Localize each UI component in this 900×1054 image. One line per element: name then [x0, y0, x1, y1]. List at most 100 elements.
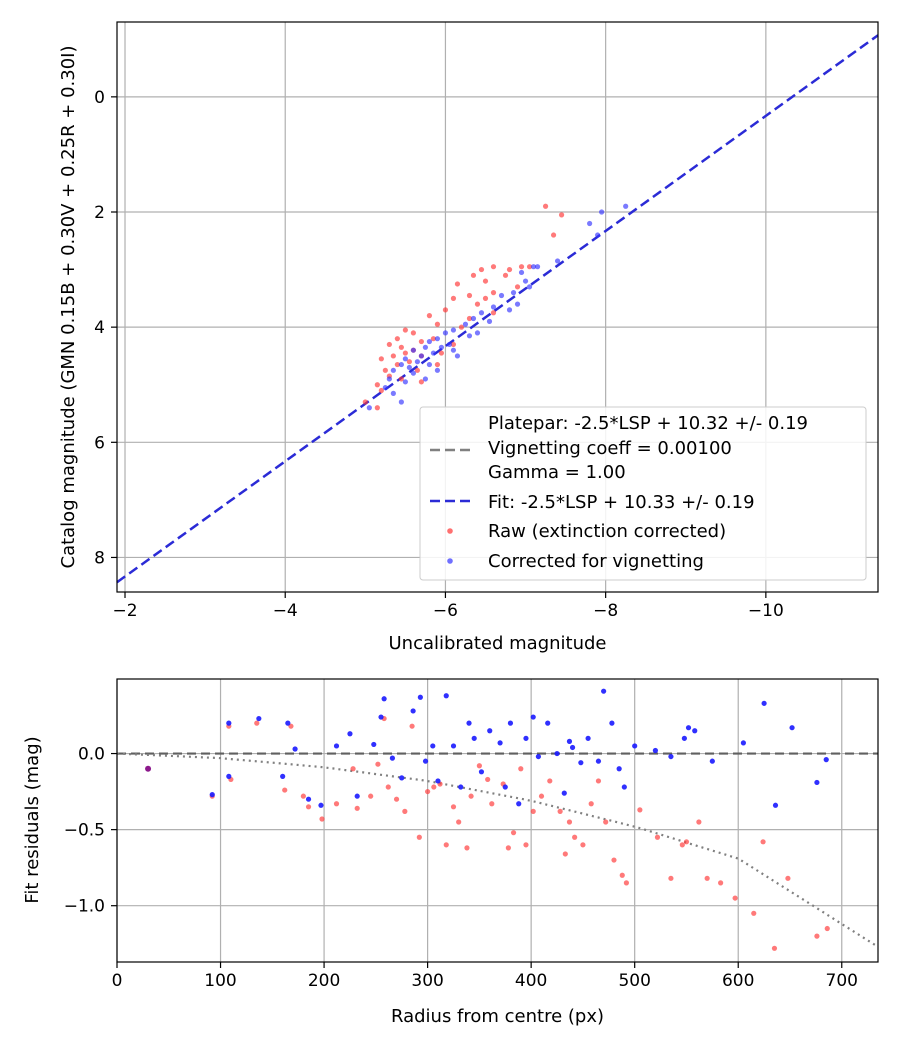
raw-point	[434, 321, 441, 327]
residual-corrected-point	[814, 779, 820, 786]
x-tick-label: 500	[618, 971, 650, 991]
residual-corrected-point	[561, 790, 567, 796]
residual-corrected-point	[507, 720, 514, 726]
residual-corrected-point	[595, 758, 602, 764]
raw-point	[374, 405, 380, 411]
residual-corrected-point	[285, 720, 291, 726]
residual-raw-point	[518, 766, 524, 772]
residual-corrected-point	[280, 773, 286, 779]
corrected-point	[426, 338, 433, 345]
residual-corrected-point	[616, 766, 622, 772]
residual-raw-point	[443, 842, 449, 848]
residual-corrected-point	[585, 735, 591, 741]
residual-raw-point	[562, 851, 568, 857]
residual-raw-point	[566, 819, 573, 825]
y-tick-label: 6	[94, 433, 105, 453]
corrected-point	[398, 399, 404, 405]
residual-corrected-point	[226, 773, 232, 779]
residual-corrected-point	[578, 760, 584, 766]
residual-raw-point	[683, 839, 690, 845]
legend-frame	[419, 406, 867, 581]
raw-point	[490, 264, 497, 270]
residual-raw-point	[282, 787, 288, 793]
residual-corrected-point	[318, 802, 324, 808]
residual-raw-point	[704, 875, 710, 881]
residual-raw-point	[409, 723, 415, 729]
y-tick-label: 0.0	[78, 745, 105, 765]
residual-corrected-point	[545, 720, 551, 726]
corrected-point	[390, 390, 396, 396]
residual-raw-points-group	[209, 715, 830, 951]
corrected-point	[587, 220, 593, 227]
corrected-point	[466, 333, 473, 339]
raw-point	[478, 266, 485, 273]
residual-corrected-point	[305, 796, 312, 802]
bottom-reference-lines	[116, 752, 879, 948]
residual-raw-point	[824, 925, 830, 932]
residual-raw-point	[319, 816, 325, 822]
y-tick-label: 8	[94, 548, 105, 568]
corrected-point	[438, 344, 445, 350]
y-tick-label: 2	[94, 203, 105, 223]
residual-corrected-point	[740, 740, 747, 746]
corrected-point	[478, 310, 485, 316]
residual-raw-point	[595, 778, 602, 784]
raw-point	[470, 272, 477, 278]
y-tick-label: −0.5	[64, 821, 105, 841]
residual-corrected-point	[772, 802, 779, 808]
raw-point	[402, 327, 408, 333]
residual-corrected-point	[478, 769, 485, 775]
residual-raw-point	[510, 830, 517, 836]
corrected-point	[526, 284, 533, 290]
bottom-x-axis-label: Radius from centre (px)	[391, 1006, 604, 1027]
raw-point	[374, 382, 380, 388]
bottom-ticks: 0 100 200 300 400 500 600 700 0.0 −0.5 −1.0	[64, 745, 858, 991]
top-plot-frame	[116, 21, 879, 593]
fit-line-group	[116, 34, 879, 584]
corrected-point	[498, 292, 505, 299]
corrected-point	[398, 361, 404, 368]
residual-raw-point	[300, 793, 306, 799]
corrected-point	[470, 315, 477, 322]
raw-point	[402, 350, 408, 356]
residual-corrected-point	[354, 793, 360, 799]
x-tick-label: −4	[273, 601, 298, 621]
residual-raw-point	[530, 808, 536, 814]
residual-corrected-point	[292, 746, 298, 752]
residual-corrected-point	[435, 778, 441, 784]
raw-point	[518, 264, 525, 270]
corrected-point	[406, 364, 412, 371]
residual-raw-point	[771, 945, 778, 951]
raw-point	[558, 212, 565, 218]
residual-raw-point	[785, 875, 791, 881]
raw-point	[526, 264, 533, 270]
corrected-point	[595, 232, 601, 238]
residual-corrected-point	[601, 688, 607, 694]
corrected-point	[410, 370, 416, 376]
corrected-point	[382, 385, 388, 391]
residual-raw-point	[547, 778, 553, 784]
x-tick-label: −2	[112, 601, 137, 621]
residual-corrected-point	[466, 720, 472, 726]
residual-raw-point	[489, 801, 495, 807]
raw-point	[398, 376, 404, 382]
residual-raw-point	[751, 910, 757, 916]
x-tick-label: 200	[308, 971, 340, 991]
residual-corrected-point	[554, 750, 560, 757]
raw-point	[430, 336, 437, 342]
residual-raw-point	[623, 880, 630, 886]
residual-raw-point	[431, 784, 437, 790]
corrected-point	[402, 356, 408, 362]
residual-raw-point	[254, 720, 260, 726]
residual-corrected-point	[685, 725, 692, 731]
corrected-point	[390, 367, 396, 373]
corrected-point	[402, 379, 408, 385]
fit-line	[116, 34, 879, 584]
residual-raw-point	[354, 805, 360, 811]
corrected-point	[474, 330, 481, 336]
corrected-point	[430, 350, 437, 356]
residual-raw-point	[476, 763, 482, 769]
residual-corrected-point	[535, 753, 541, 760]
